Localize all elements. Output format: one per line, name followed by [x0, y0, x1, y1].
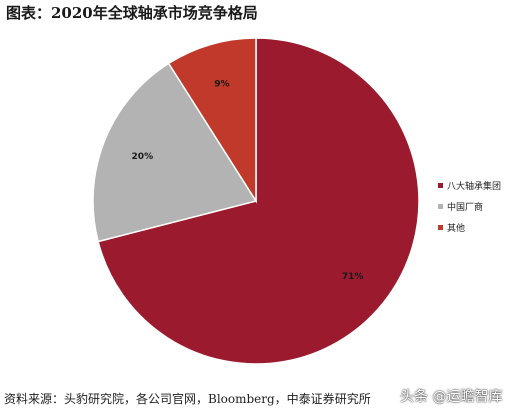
legend-item: 八大轴承集团 — [438, 175, 501, 196]
source-note: 资料来源：头豹研究院，各公司官网，Bloomberg，中泰证券研究所 — [4, 392, 371, 406]
pie-slice — [97, 37, 420, 365]
slice-data-label: 71% — [342, 272, 364, 282]
legend-label: 八大轴承集团 — [447, 182, 502, 192]
legend-swatch — [438, 204, 443, 209]
chart-title: 图表：2020年全球轴承市场竞争格局 — [6, 4, 258, 22]
legend-item: 其他 — [438, 217, 501, 238]
legend-swatch — [438, 183, 443, 188]
pie-slice — [92, 62, 258, 243]
watermark: 头条 @运瞻智库 — [400, 386, 502, 406]
chart-legend: 八大轴承集团 中国厂商 其他 — [438, 175, 501, 238]
legend-swatch — [438, 225, 443, 230]
legend-label: 其他 — [447, 224, 466, 234]
watermark-text: 头条 @运瞻智库 — [400, 389, 503, 405]
legend-item: 中国厂商 — [438, 196, 501, 217]
pie-slice — [167, 37, 257, 204]
legend-label: 中国厂商 — [447, 203, 484, 213]
slice-data-label: 20% — [132, 152, 154, 162]
slice-data-label: 9% — [214, 80, 229, 90]
